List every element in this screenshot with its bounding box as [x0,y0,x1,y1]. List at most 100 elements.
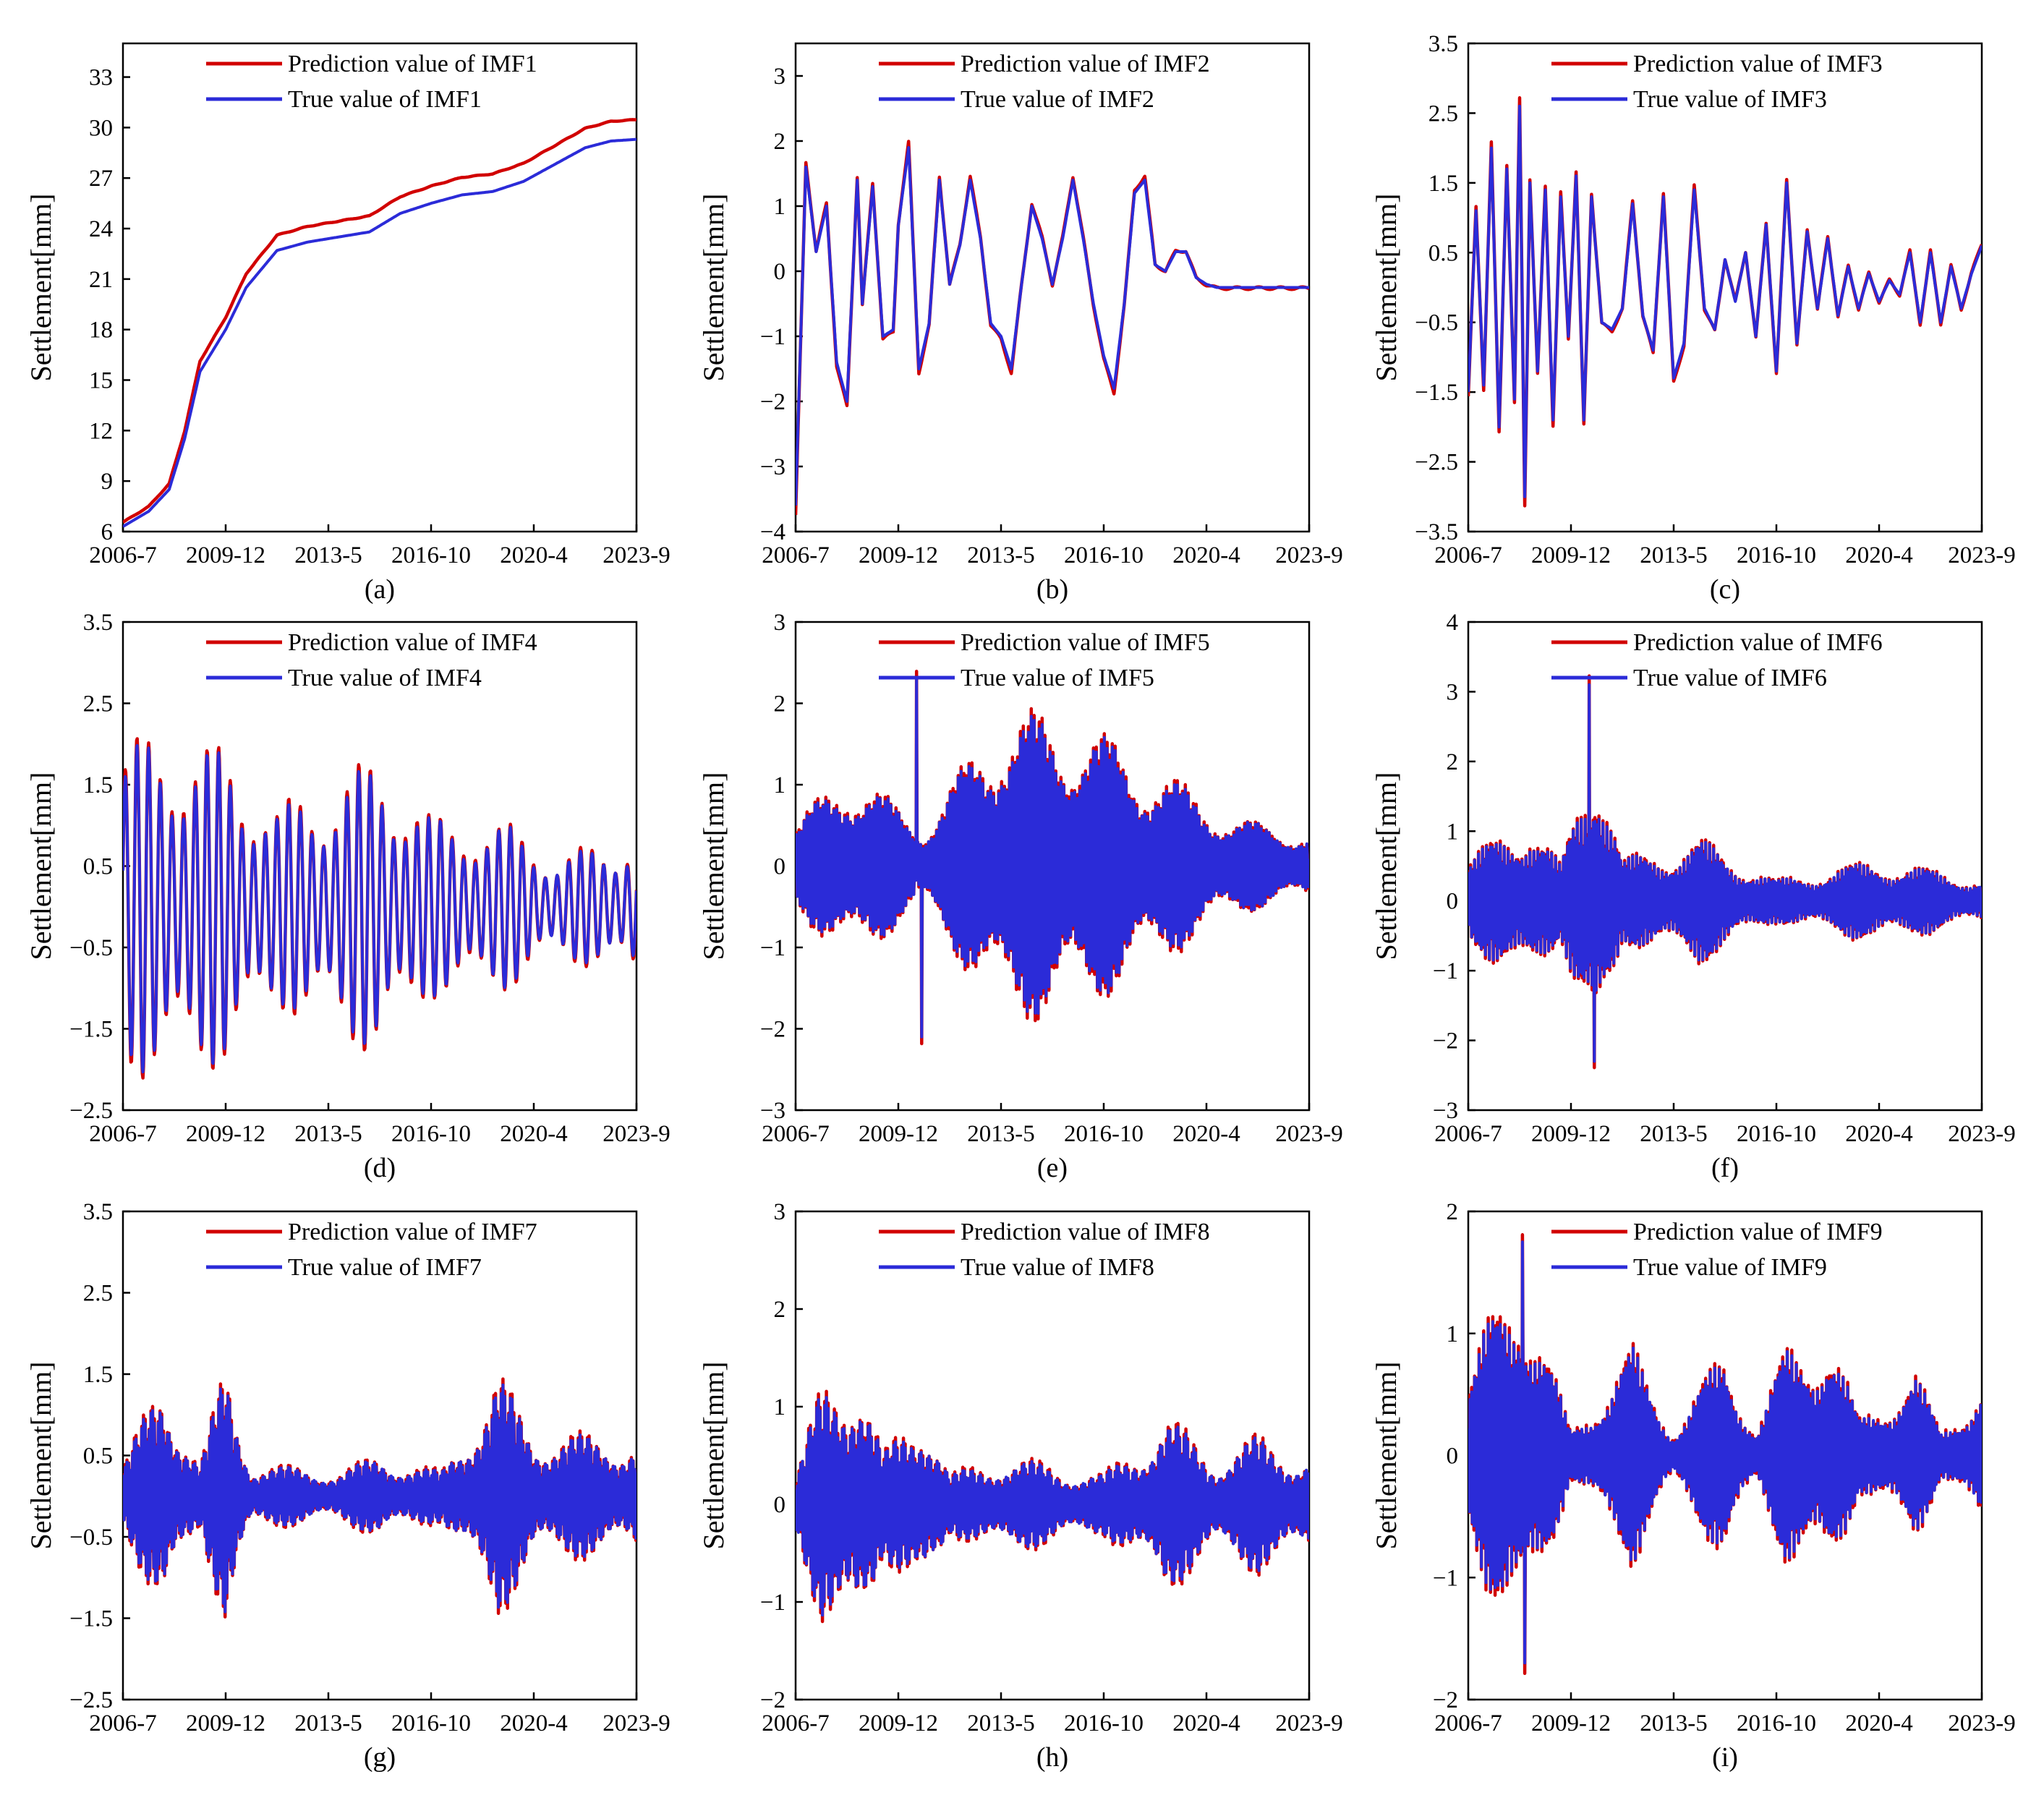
y-tick-label: 2.5 [83,691,113,717]
y-tick-label: 0 [774,854,786,880]
y-tick-label: −1.5 [69,1606,113,1632]
y-tick-label: 9 [101,469,114,495]
legend-label-true: True value of IMF7 [288,1254,482,1281]
y-tick-label: −2 [1433,1028,1458,1054]
y-tick-label: −1 [760,1590,785,1616]
true-line [1468,683,1982,1063]
x-tick-label: 2023-9 [1275,1121,1343,1147]
y-tick-label: 3 [1447,679,1459,705]
x-tick-label: 2016-10 [1737,1121,1816,1147]
legend-label-prediction: Prediction value of IMF7 [288,1219,537,1245]
true-line [1468,104,1982,498]
y-tick-label: 3.5 [83,1199,113,1225]
prediction-line [123,118,636,524]
y-tick-label: −1 [760,324,785,350]
y-tick-label: −1.5 [69,1017,113,1043]
x-tick-label: 2023-9 [602,542,670,568]
y-tick-label: −2 [1433,1687,1458,1713]
y-tick-label: 2 [1447,749,1459,775]
chart-panel-4: −2.5 −1.5 −0.5 0.5 1.5 2.5 3.5 2006-7 2009-12 201… [25,610,670,1183]
y-tick-label: 0.5 [83,1444,113,1470]
y-tick-label: 0 [1447,1444,1459,1470]
y-tick-label: 3.5 [83,610,113,636]
chart-panel-1: 6 9 12 15 18 21 24 27 30 33 2006-7 2009-12 2013-5 201… [25,42,670,605]
y-tick-label: 2 [774,1297,786,1323]
y-tick-label: 24 [89,216,113,242]
y-tick-label: 0 [1447,889,1459,915]
x-tick-label: 2009-12 [859,542,938,568]
true-line [123,137,636,528]
y-tick-label: 1 [774,194,786,220]
y-axis-label: Settlement[mm] [697,1362,730,1550]
x-tick-label: 2013-5 [294,1710,362,1736]
y-tick-label: −4 [760,519,785,545]
legend-label-prediction: Prediction value of IMF1 [288,51,537,77]
x-tick-label: 2013-5 [967,1710,1035,1736]
true-line [796,146,1309,506]
y-tick-label: −3 [760,1098,785,1124]
panel-label: (a) [365,574,395,605]
y-tick-label: 15 [89,368,113,394]
plot-frame [794,1210,1311,1701]
legend-label-true: True value of IMF8 [961,1254,1154,1281]
legend-label-prediction: Prediction value of IMF6 [1633,629,1883,656]
x-tick-label: 2023-9 [1275,542,1343,568]
series-group [123,118,636,528]
chart-panel-6: −3 −2 −1 0 1 2 3 4 2006-7 2009-12 2013-5 2016-10 202… [1370,610,2016,1183]
y-tick-label: 6 [101,519,114,545]
x-tick-label: 2013-5 [1640,1121,1708,1147]
x-tick-label: 2020-4 [1172,542,1240,568]
y-tick-label: 2 [1447,1199,1459,1225]
y-tick-label: 2 [774,691,786,717]
x-tick-label: 2006-7 [89,1121,157,1147]
x-tick-label: 2016-10 [391,542,471,568]
legend-label-prediction: Prediction value of IMF3 [1633,51,1883,77]
y-tick-label: 3.5 [1428,31,1458,57]
y-tick-label: −0.5 [1415,310,1458,336]
chart-panel-3: −3.5 −2.5 −1.5 −0.5 0.5 1.5 2.5 3.5 2006-7 2009-1… [1370,31,2016,605]
prediction-line [1468,95,1982,508]
legend-label-true: True value of IMF6 [1633,665,1827,691]
x-tick-label: 2016-10 [1064,1710,1144,1736]
y-tick-label: 0 [774,259,786,285]
y-tick-label: 0.5 [1428,240,1458,266]
x-tick-label: 2009-12 [859,1710,938,1736]
x-tick-label: 2020-4 [500,1121,568,1147]
x-tick-label: 2009-12 [1531,1710,1611,1736]
y-tick-label: 1.5 [1428,171,1458,197]
legend-label-true: True value of IMF4 [288,665,482,691]
legend-label-prediction: Prediction value of IMF5 [961,629,1210,656]
y-tick-label: −1.5 [1415,380,1458,406]
x-tick-label: 2023-9 [1275,1710,1343,1736]
x-tick-label: 2020-4 [1172,1710,1240,1736]
x-tick-label: 2016-10 [1737,542,1816,568]
chart-panel-9: −2 −1 0 1 2 2006-7 2009-12 2013-5 2016-10 2020-4 2… [1370,1199,2016,1773]
y-tick-label: −2 [760,1687,785,1713]
panel-label: (e) [1037,1153,1068,1183]
panel-label: (c) [1710,574,1740,605]
plot-frame [122,1210,638,1701]
true-line [796,677,1309,1039]
y-tick-label: 1 [774,1394,786,1420]
x-tick-label: 2020-4 [500,542,568,568]
y-tick-label: 2.5 [1428,101,1458,127]
legend-label-prediction: Prediction value of IMF4 [288,629,537,656]
chart-panel-7: −2.5 −1.5 −0.5 0.5 1.5 2.5 3.5 2006-7 2009-12 201… [25,1199,670,1773]
y-tick-label: −3 [1433,1098,1458,1124]
x-tick-label: 2020-4 [500,1710,568,1736]
y-tick-label: 3 [774,64,786,90]
y-tick-label: −2.5 [1415,450,1458,476]
y-axis-label: Settlement[mm] [1370,1362,1402,1550]
y-axis-label: Settlement[mm] [697,772,730,960]
series-group [123,1377,636,1619]
y-tick-label: 1 [1447,819,1459,845]
y-tick-label: 30 [89,115,113,141]
x-tick-label: 2013-5 [967,542,1035,568]
x-tick-label: 2009-12 [1531,1121,1611,1147]
x-tick-label: 2016-10 [1064,1121,1144,1147]
panel-label: (d) [364,1153,396,1183]
legend-label-true: True value of IMF9 [1633,1254,1827,1281]
y-tick-label: 2 [774,129,786,155]
panel-label: (i) [1712,1742,1738,1773]
